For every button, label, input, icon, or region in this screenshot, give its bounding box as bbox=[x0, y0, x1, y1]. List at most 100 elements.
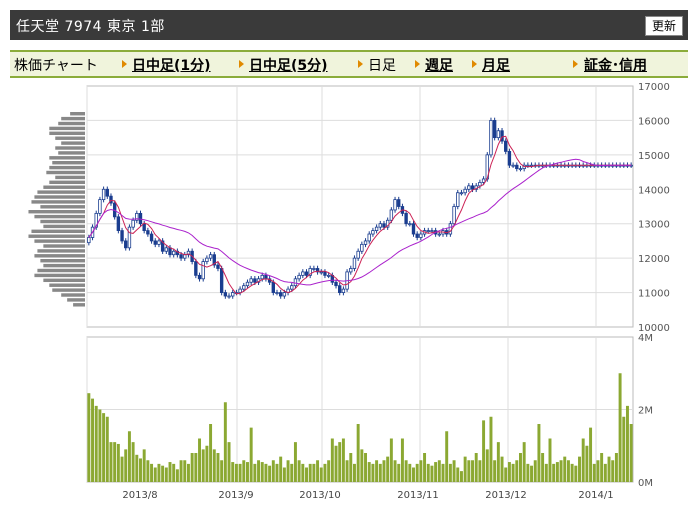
volume-bar bbox=[386, 456, 390, 482]
volume-bar bbox=[253, 463, 257, 482]
volume-bar bbox=[231, 462, 235, 482]
volume-profile-bar bbox=[52, 288, 85, 292]
candle-body bbox=[500, 130, 504, 142]
volume-profile-bar bbox=[43, 263, 85, 268]
price-tick-label: 11000 bbox=[638, 289, 670, 300]
candle-body bbox=[245, 281, 250, 287]
volume-bar bbox=[448, 463, 452, 482]
volume-bar bbox=[382, 460, 386, 482]
volume-bar bbox=[596, 460, 600, 482]
candle-body bbox=[164, 247, 169, 252]
volume-bar bbox=[393, 460, 397, 482]
volume-bar bbox=[445, 431, 449, 482]
volume-bar bbox=[172, 463, 176, 482]
volume-bar bbox=[544, 463, 548, 482]
volume-bar bbox=[378, 463, 382, 482]
volume-bar bbox=[345, 460, 349, 482]
candle-body bbox=[149, 233, 154, 242]
candle-body bbox=[481, 178, 486, 183]
volume-bar bbox=[201, 449, 205, 482]
candle-body bbox=[363, 240, 368, 245]
volume-bar bbox=[397, 463, 401, 482]
volume-bar bbox=[408, 463, 412, 482]
nav-item-daily: 日足 bbox=[368, 58, 396, 74]
arrow-icon bbox=[415, 60, 420, 68]
volume-bar bbox=[312, 463, 316, 482]
date-tick-label: 2013/12 bbox=[485, 490, 527, 501]
volume-profile-bar bbox=[49, 131, 85, 136]
volume-bar bbox=[216, 453, 220, 482]
candle-body bbox=[341, 288, 346, 293]
nav-item-margin-credit[interactable]: 証金･信用 bbox=[584, 58, 647, 74]
volume-profile-bar bbox=[31, 200, 85, 204]
volume-profile-bar bbox=[34, 195, 85, 199]
volume-bar bbox=[275, 463, 279, 482]
candle-body bbox=[518, 168, 523, 171]
candle-body bbox=[146, 230, 150, 235]
candle-body bbox=[131, 219, 135, 228]
volume-profile-bar bbox=[40, 219, 85, 224]
candle-body bbox=[467, 185, 471, 190]
price-panel: 17000 16000 15000 14000 13000 12000 11000 10000 bbox=[28, 82, 670, 334]
volume-bar bbox=[142, 449, 146, 482]
candle-body bbox=[197, 274, 202, 280]
volume-bar bbox=[186, 463, 190, 482]
volume-bar bbox=[349, 453, 353, 482]
volume-bar bbox=[120, 456, 124, 482]
volume-profile-bar bbox=[28, 234, 86, 238]
candle-body bbox=[323, 271, 327, 276]
volume-bar bbox=[570, 463, 574, 482]
nav-item-intraday-5min[interactable]: 日中足(5分) bbox=[249, 58, 328, 74]
candle-body bbox=[168, 247, 172, 256]
candle-body bbox=[153, 240, 157, 245]
candle-body bbox=[426, 230, 430, 233]
volume-bar bbox=[574, 465, 578, 482]
candle-body bbox=[470, 185, 475, 190]
candle-body bbox=[201, 261, 205, 280]
volume-bar bbox=[511, 463, 515, 482]
volume-bar bbox=[364, 453, 368, 482]
volume-bar bbox=[179, 460, 183, 482]
candle-body bbox=[183, 254, 187, 259]
volume-bar bbox=[220, 460, 224, 482]
nav-item-monthly[interactable]: 月足 bbox=[482, 58, 510, 74]
volume-bar bbox=[592, 463, 596, 482]
volume-bar bbox=[242, 460, 246, 482]
volume-profile-bar bbox=[61, 141, 85, 145]
volume-bar bbox=[209, 424, 213, 482]
volume-bar bbox=[563, 456, 567, 482]
volume-tick-label: 4M bbox=[638, 333, 653, 344]
volume-bar bbox=[625, 405, 629, 482]
update-button[interactable]: 更新 bbox=[644, 16, 683, 36]
candle-body bbox=[393, 199, 397, 211]
volume-bar bbox=[308, 463, 312, 482]
candle-body bbox=[430, 230, 434, 233]
volume-bar bbox=[290, 463, 294, 482]
volume-bar bbox=[124, 449, 128, 482]
volume-bar bbox=[341, 438, 345, 482]
nav-item-intraday-1min[interactable]: 日中足(1分) bbox=[132, 58, 211, 74]
volume-bar bbox=[441, 463, 445, 482]
arrow-icon bbox=[358, 60, 363, 68]
candle-body bbox=[271, 281, 275, 293]
volume-bar bbox=[102, 413, 106, 482]
candle-body bbox=[238, 288, 242, 293]
candle-body bbox=[223, 292, 228, 297]
candle-body bbox=[382, 223, 386, 228]
volume-bar bbox=[153, 467, 157, 482]
volume-bar bbox=[419, 460, 423, 482]
nav-item-weekly[interactable]: 週足 bbox=[425, 58, 453, 74]
candle-body bbox=[489, 120, 493, 156]
date-tick-label: 2013/11 bbox=[397, 490, 439, 501]
volume-profile-bar bbox=[55, 136, 85, 140]
volume-profile-bar bbox=[34, 239, 85, 243]
volume-bar bbox=[238, 463, 242, 482]
price-tick-label: 14000 bbox=[638, 185, 670, 196]
volume-bar bbox=[330, 438, 334, 482]
volume-profile-bar bbox=[58, 121, 85, 126]
volume-bar bbox=[109, 442, 113, 482]
volume-bar bbox=[279, 456, 283, 482]
volume-bar bbox=[198, 438, 201, 482]
candle-body bbox=[120, 230, 124, 242]
volume-bar bbox=[467, 460, 471, 482]
